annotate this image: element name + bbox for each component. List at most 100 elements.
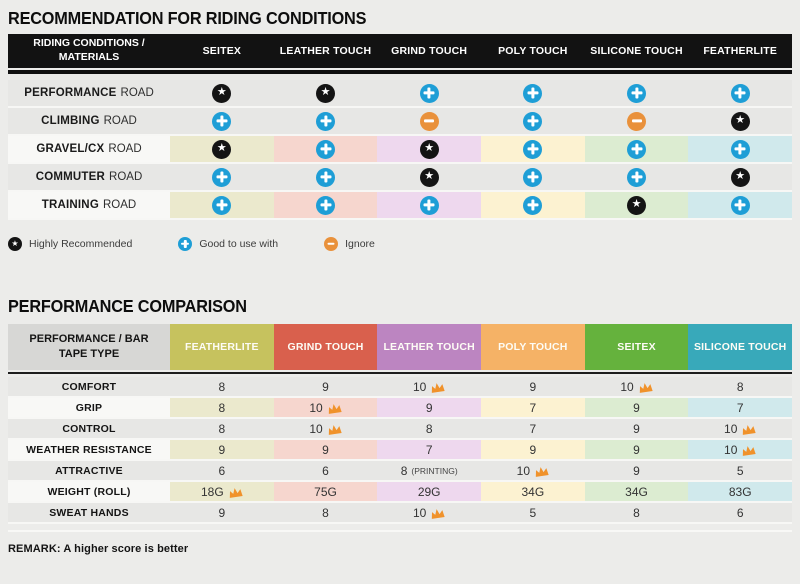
score-value: 8 [218,400,226,415]
plus-icon [523,167,543,187]
score-value: 9 [633,421,640,436]
rating-cell [170,192,274,218]
score-value: 9 [529,442,537,457]
plus-icon [419,195,439,215]
performance-table-body: COMFORT 8 9 10 9 10 8 GRIP 8 10 9 7 9 7 CONTROL 8 10 8 7 9 1… [8,377,793,524]
rating-cell [688,164,793,190]
plus-icon [523,195,543,215]
score-value: 9 [322,442,329,457]
plus-icon [523,139,543,159]
table-row: TRAINING ROAD [8,192,793,220]
score-cell: 10 [273,398,378,417]
column-header: POLY TOUCH [481,324,585,370]
rating-cell [273,136,378,162]
score-value: 6 [736,505,744,520]
column-header: GRIND TOUCH [391,45,468,57]
score-value: 9 [633,442,640,457]
row-label: GRIP [8,398,170,417]
crown-icon [228,485,243,498]
legend-item: Ignore [324,237,375,251]
riding-corner-header-text: RIDING CONDITIONS / MATERIALS [33,37,145,63]
score-cell: 7 [688,398,793,417]
plus-icon [178,237,193,251]
legend-item: Good to use with [178,237,278,251]
score-value: 5 [529,505,537,520]
legend-item: Highly Recommended [8,237,132,251]
score-cell: 83G [688,482,793,501]
score-cell: 10 [688,419,793,438]
performance-header-divider [8,372,792,374]
score-cell: 34G [481,482,585,501]
score-value: 8 [322,505,329,520]
plus-icon [212,195,232,215]
score-cell: 9 [584,419,689,438]
score-cell: 10 [584,377,689,396]
score-cell: 9 [481,440,585,459]
row-label: TRAINING ROAD [8,192,170,218]
plus-icon [316,139,335,159]
rating-cell [273,80,378,106]
score-value: 9 [218,505,226,520]
crown-icon [430,506,446,519]
star-icon [212,83,232,103]
score-value: 7 [736,400,744,415]
score-cell: 6 [273,461,378,480]
plus-icon [730,83,750,103]
score-cell: 9 [584,440,689,459]
score-value: 9 [218,442,226,457]
score-cell: 10 [688,440,793,459]
column-header: LEATHER TOUCH [377,324,482,370]
star-icon [627,195,647,215]
score-cell: 9 [170,503,274,522]
score-cell: 7 [481,419,585,438]
performance-corner-header-text: PERFORMANCE / BAR TAPE TYPE [29,333,149,360]
row-label: GRAVEL/CX ROAD [8,136,170,162]
score-value: 10 [309,421,323,436]
score-value: 7 [425,442,433,457]
score-cell: 75G [273,482,378,501]
crown-icon [741,443,757,456]
score-cell: 10 [481,461,585,480]
score-value: 9 [633,400,640,415]
row-label: PERFORMANCE ROAD [8,80,170,106]
crown-icon [534,464,549,477]
rating-cell [377,164,482,190]
score-value: 10 [309,400,323,415]
rating-cell [584,164,689,190]
rating-cell [273,164,378,190]
score-value: 75G [314,484,337,499]
rating-cell [170,164,274,190]
plus-icon [316,167,335,187]
row-label: WEIGHT (ROLL) [8,482,170,501]
star-icon [8,237,22,251]
column-header: SEITEX [202,45,242,57]
row-label: ATTRACTIVE [8,461,170,480]
score-cell: 6 [688,503,793,522]
row-label-bold: PERFORMANCE [24,87,117,99]
score-cell: 5 [481,503,585,522]
score-value: 8 [425,421,433,436]
riding-corner-header: RIDING CONDITIONS / MATERIALS [8,34,170,68]
row-label-light: ROAD [103,115,137,127]
score-value: 8 [218,421,226,436]
rating-cell [584,192,689,218]
score-value: 9 [322,379,329,394]
score-cell: 10 [273,419,378,438]
rating-cell [377,108,482,134]
plus-icon [316,111,335,131]
score-cell: 10 [377,377,482,396]
rating-cell [481,108,585,134]
minus-icon [324,237,339,251]
rating-cell [584,136,689,162]
score-cell: 8 [377,419,482,438]
score-value: 8 [400,463,408,478]
performance-table: PERFORMANCE / BAR TAPE TYPE FEATHERLITE G… [8,324,793,524]
table-row: PERFORMANCE ROAD [8,80,793,108]
remark-text: REMARK: A higher score is better [8,543,189,555]
crown-icon [638,380,653,393]
score-value: 34G [521,484,545,499]
score-cell: 34G [584,482,689,501]
crown-icon [327,422,342,435]
score-cell: 9 [377,398,482,417]
